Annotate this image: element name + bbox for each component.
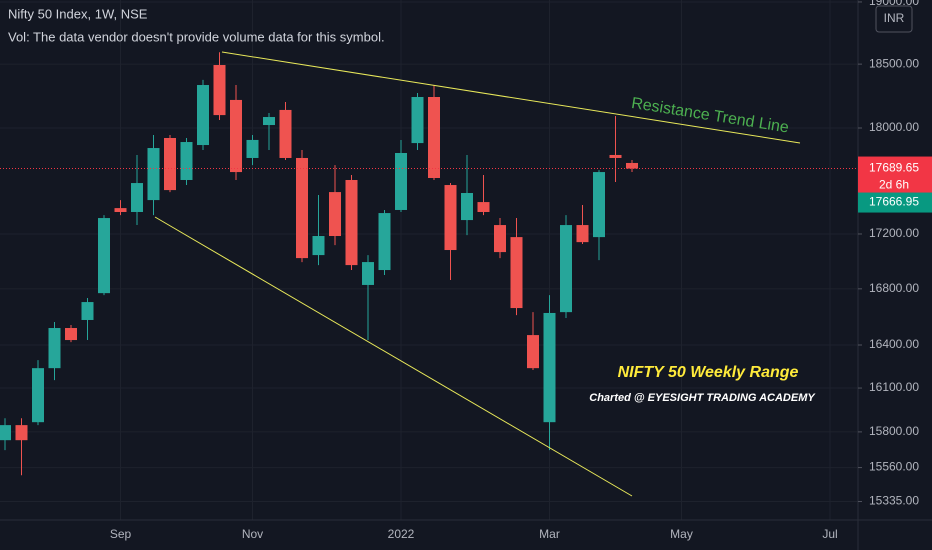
- candle-body: [279, 109, 292, 158]
- candle-body: [296, 157, 308, 259]
- candle-body: [263, 117, 275, 126]
- candle-body: [131, 183, 143, 212]
- candle-body: [461, 193, 473, 221]
- y-tick-label: 17200.00: [869, 226, 919, 240]
- candle-body: [527, 335, 539, 369]
- candle-body: [48, 328, 61, 369]
- candle-body: [411, 96, 424, 144]
- x-tick-label: Sep: [110, 527, 132, 541]
- candle-body: [593, 172, 605, 238]
- chart-title: Nifty 50 Index, 1W, NSE: [8, 6, 148, 21]
- candle-body: [98, 218, 110, 294]
- price-tag: [858, 156, 932, 197]
- y-axis: 19000.00 18500.00 18000.00 17200.00 16800.00…: [110, 0, 932, 541]
- candle-body: [329, 192, 341, 237]
- candle-body: [378, 213, 391, 271]
- candle-body: [32, 368, 44, 423]
- candle-body: [626, 162, 638, 169]
- currency: INR: [884, 11, 905, 25]
- resistance-trend-line: [221, 51, 801, 144]
- candle-body: [114, 208, 127, 212]
- candle-body: [147, 148, 160, 201]
- candle-body: [312, 236, 325, 256]
- x-tick-label: Mar: [539, 527, 560, 541]
- candle-body: [81, 302, 94, 320]
- price-tag-label: 17666.95: [869, 195, 919, 209]
- y-tick-label: 16400.00: [869, 337, 919, 351]
- candle-body: [395, 153, 407, 210]
- candle-body: [180, 142, 193, 180]
- candle-body: [213, 65, 226, 116]
- candle-body: [428, 96, 440, 179]
- candle-body: [543, 312, 556, 423]
- candle-body: [477, 202, 490, 212]
- price-tag-sub: 2d 6h: [879, 178, 909, 192]
- candle-body: [609, 154, 622, 158]
- support-trend-line: [154, 216, 633, 497]
- candle-body: [197, 85, 209, 146]
- candle-body: [576, 225, 589, 243]
- annotation: NIFTY 50 Weekly Range: [618, 364, 799, 381]
- candle-body: [444, 185, 457, 251]
- currency-box: [875, 5, 913, 33]
- candle-body: [230, 99, 242, 173]
- x-tick-label: Nov: [242, 527, 263, 541]
- candle-body: [246, 139, 259, 158]
- price-tag: [858, 192, 932, 213]
- y-tick-label: 18500.00: [869, 56, 919, 70]
- candle-body: [510, 237, 523, 309]
- candle-body: [362, 262, 374, 285]
- y-tick-label: 18000.00: [869, 120, 919, 134]
- x-tick-label: 2022: [388, 527, 415, 541]
- candles: [0, 52, 858, 476]
- candle-body: [164, 137, 176, 191]
- annotation: Charted @ EYESIGHT TRADING ACADEMY: [589, 392, 816, 404]
- y-tick-label: 19000.00: [869, 0, 919, 8]
- candle-body: [0, 425, 11, 441]
- chart-subtitle: Vol: The data vendor doesn't provide vol…: [8, 29, 385, 44]
- y-tick-label: 15800.00: [869, 424, 919, 438]
- y-tick-label: 15335.00: [869, 494, 919, 508]
- y-tick-label: 15560.00: [869, 460, 919, 474]
- candle-body: [65, 328, 77, 341]
- y-tick-label: 16100.00: [869, 380, 919, 394]
- x-tick-label: Jul: [822, 527, 837, 541]
- candle-body: [345, 179, 358, 266]
- candle-body: [494, 225, 506, 253]
- y-tick-label: 16800.00: [869, 281, 919, 295]
- candle-body: [15, 425, 28, 441]
- x-tick-label: May: [670, 527, 693, 541]
- price-tag-label: 17689.65: [869, 161, 919, 175]
- candle-body: [560, 225, 572, 313]
